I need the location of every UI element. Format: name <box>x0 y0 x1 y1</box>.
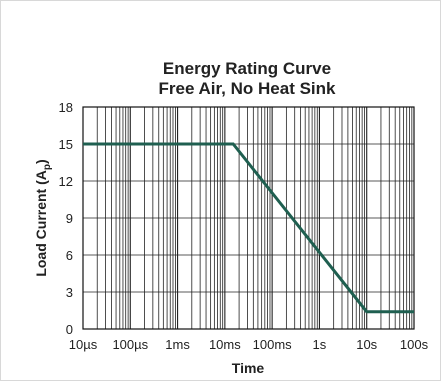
y-axis-label-subscript: p <box>42 164 53 170</box>
x-tick-label: 10s <box>356 337 377 352</box>
x-tick-label: 1ms <box>165 337 190 352</box>
x-tick-label: 1s <box>313 337 327 352</box>
y-tick-label: 9 <box>66 211 73 226</box>
y-tick-label: 12 <box>59 174 73 189</box>
y-tick-label: 6 <box>66 248 73 263</box>
y-axis-label: Load Current (Ap) <box>33 159 53 276</box>
x-tick-label: 100µs <box>112 337 148 352</box>
y-axis-label-main: Load Current (A <box>33 170 49 277</box>
x-axis-label: Time <box>232 360 265 376</box>
chart-subtitle: Free Air, No Heat Sink <box>159 79 337 98</box>
y-tick-label: 15 <box>59 137 73 152</box>
x-tick-label: 100ms <box>253 337 293 352</box>
x-tick-label: 10µs <box>69 337 98 352</box>
x-tick-label: 10ms <box>209 337 241 352</box>
y-tick-label: 18 <box>59 100 73 115</box>
y-tick-label: 3 <box>66 285 73 300</box>
y-tick-labels: 0 3 6 9 12 15 18 <box>59 100 73 337</box>
plot-grid <box>83 107 414 329</box>
y-axis-label-suffix: ) <box>33 159 49 164</box>
plot-frame <box>82 106 415 330</box>
series-line <box>83 142 414 314</box>
x-tick-label: 100s <box>400 337 429 352</box>
chart-title: Energy Rating Curve <box>163 59 331 78</box>
x-tick-labels: 10µs 100µs 1ms 10ms 100ms 1s 10s 100s <box>69 337 429 352</box>
y-tick-label: 0 <box>66 322 73 337</box>
